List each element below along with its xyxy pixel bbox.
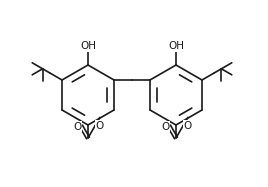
Text: O: O	[161, 122, 169, 132]
Text: O: O	[184, 121, 192, 131]
Text: O: O	[73, 122, 81, 132]
Text: O: O	[96, 121, 104, 131]
Text: OH: OH	[80, 41, 96, 51]
Text: OH: OH	[168, 41, 184, 51]
